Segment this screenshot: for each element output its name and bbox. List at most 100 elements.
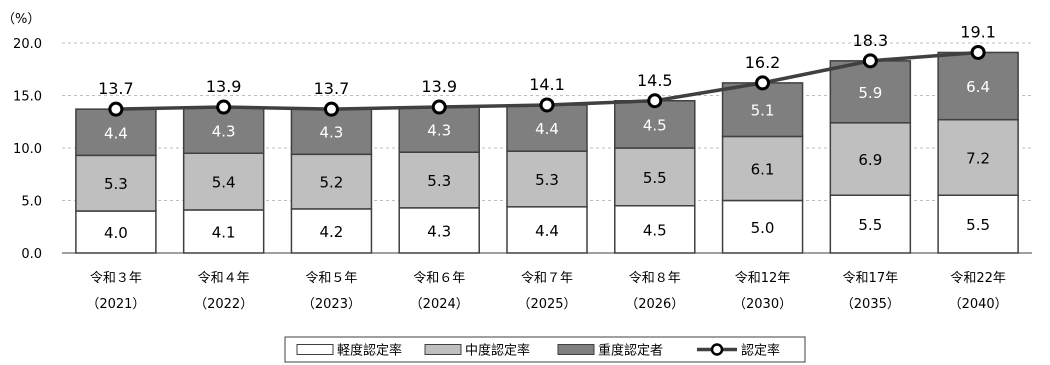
bar-segment-label: 4.3 [212, 123, 236, 141]
bar-segment-label: 5.5 [966, 216, 990, 234]
rate-point [216, 99, 232, 115]
x-category-label: 令和７年 [521, 271, 573, 286]
rate-point-label: 14.1 [529, 75, 565, 94]
x-category-year-label: （2023） [302, 297, 361, 312]
y-tick-label: 5.0 [21, 195, 42, 210]
bar-segment-label: 4.4 [104, 124, 128, 142]
legend-label: 重度認定者 [598, 343, 663, 359]
bar-segment [506, 206, 588, 254]
bar-segment-label: 6.4 [966, 78, 990, 96]
y-tick-label: 15.0 [13, 90, 42, 105]
rate-point [323, 101, 339, 117]
x-category-label: 令和12年 [735, 271, 791, 286]
rate-point-label: 13.7 [98, 79, 134, 98]
legend-label: 軽度認定率 [337, 343, 402, 359]
bar-segment [182, 107, 265, 154]
bar-segment [614, 100, 696, 149]
rate-point-label: 18.3 [853, 31, 889, 50]
x-category-label: 令和17年 [843, 271, 899, 286]
y-axis-ticks: 0.0 5.0 10.0 15.0 20.0 [13, 37, 42, 262]
legend-label: 中度認定率 [465, 343, 530, 359]
rate-point [108, 101, 124, 117]
bar-segment [290, 208, 373, 254]
bar-segment [829, 194, 912, 254]
y-tick-label: 20.0 [13, 37, 42, 52]
rate-point-label: 13.9 [421, 77, 457, 96]
bar-segment-label: 5.4 [212, 174, 236, 192]
rate-point [755, 75, 771, 91]
bar-segment [398, 151, 480, 209]
bar-segment-label: 5.5 [858, 216, 882, 234]
x-category-year-label: （2024） [410, 297, 469, 312]
bar-segment-label: 5.0 [751, 219, 775, 237]
bar-segment-label: 5.5 [643, 169, 667, 187]
rate-point-label: 13.9 [206, 77, 242, 96]
legend-marker [710, 343, 724, 356]
x-category-year-label: （2040） [949, 297, 1008, 312]
rate-point [539, 97, 555, 113]
bar-segment-label: 4.5 [643, 221, 667, 239]
x-category-year-label: （2035） [841, 297, 900, 312]
bar-segment [614, 147, 696, 207]
x-axis: 令和３年 （2021） 令和４年 （2022） 令和５年 （2023） 令和６年 （2024）… [62, 252, 1032, 312]
bar-segment-label: 4.1 [212, 223, 236, 241]
rate-point [647, 93, 663, 109]
bar-segment [75, 210, 157, 254]
bar-segment-label: 5.2 [320, 174, 344, 192]
bar-segment-label: 7.2 [966, 149, 990, 167]
stacked-bars: 4.0 5.3 4.4 4.1 5.4 4.3 4.2 5.2 4.3 4.3 5.3 4.3 4.4 5… [75, 51, 1019, 254]
legend-swatch [296, 344, 334, 355]
x-category-label: 令和５年 [305, 271, 357, 286]
rate-point-label: 16.2 [745, 53, 781, 72]
y-tick-label: 0.0 [21, 247, 42, 262]
legend-label: 認定率 [741, 343, 780, 359]
x-category-label: 令和22年 [950, 271, 1006, 286]
bar-segment-label: 4.0 [104, 224, 128, 242]
x-category-year-label: （2021） [86, 297, 145, 312]
rate-point-label: 19.1 [960, 22, 996, 41]
bar-segment [937, 118, 1019, 196]
bar-segment-label: 4.3 [427, 122, 451, 140]
legend-swatch [557, 344, 595, 355]
rate-point [431, 99, 447, 115]
bar-segment-label: 4.4 [535, 222, 559, 240]
bar-segment-label: 4.3 [320, 124, 344, 142]
bar-segment-label: 6.1 [751, 160, 775, 178]
y-axis-unit-label: （%） [2, 12, 40, 27]
bar-segment [290, 108, 373, 156]
bar-segment-label: 4.4 [535, 120, 559, 138]
bar-segment-label: 5.3 [535, 171, 559, 189]
bar-segment [721, 135, 804, 202]
bar-segment-label: 5.3 [104, 175, 128, 193]
rate-point [862, 53, 878, 69]
bar-segment-label: 4.2 [320, 223, 344, 241]
x-category-label: 令和６年 [413, 271, 465, 286]
x-category-label: 令和８年 [629, 271, 681, 286]
bar-segment [398, 106, 480, 153]
y-tick-label: 10.0 [13, 142, 42, 157]
bar-segment [614, 205, 696, 254]
bar-segment [721, 82, 804, 138]
legend-swatch [424, 344, 462, 355]
x-category-year-label: （2022） [194, 297, 253, 312]
bar-segment-label: 4.3 [427, 222, 451, 240]
bar-segment-label: 6.9 [858, 151, 882, 169]
bar-segment [75, 154, 157, 212]
rate-point [970, 44, 986, 60]
bar-segment [506, 104, 588, 152]
x-category-year-label: （2030） [733, 297, 792, 312]
bar-segment [182, 152, 265, 211]
legend: 軽度認定率 中度認定率 重度認定者 認定率 [284, 336, 806, 363]
bar-segment [75, 108, 157, 157]
bar-segment-label: 5.9 [858, 84, 882, 102]
x-category-year-label: （2026） [625, 297, 684, 312]
bar-segment [398, 207, 480, 254]
rate-point-label: 14.5 [637, 71, 673, 90]
x-category-label: 令和３年 [90, 271, 142, 286]
bar-segment-label: 5.1 [751, 102, 775, 120]
rate-point-label: 13.7 [314, 79, 350, 98]
bar-segment [506, 150, 588, 208]
x-category-year-label: （2025） [517, 297, 576, 312]
bar-segment-label: 4.5 [643, 116, 667, 134]
x-category-label: 令和４年 [198, 271, 250, 286]
